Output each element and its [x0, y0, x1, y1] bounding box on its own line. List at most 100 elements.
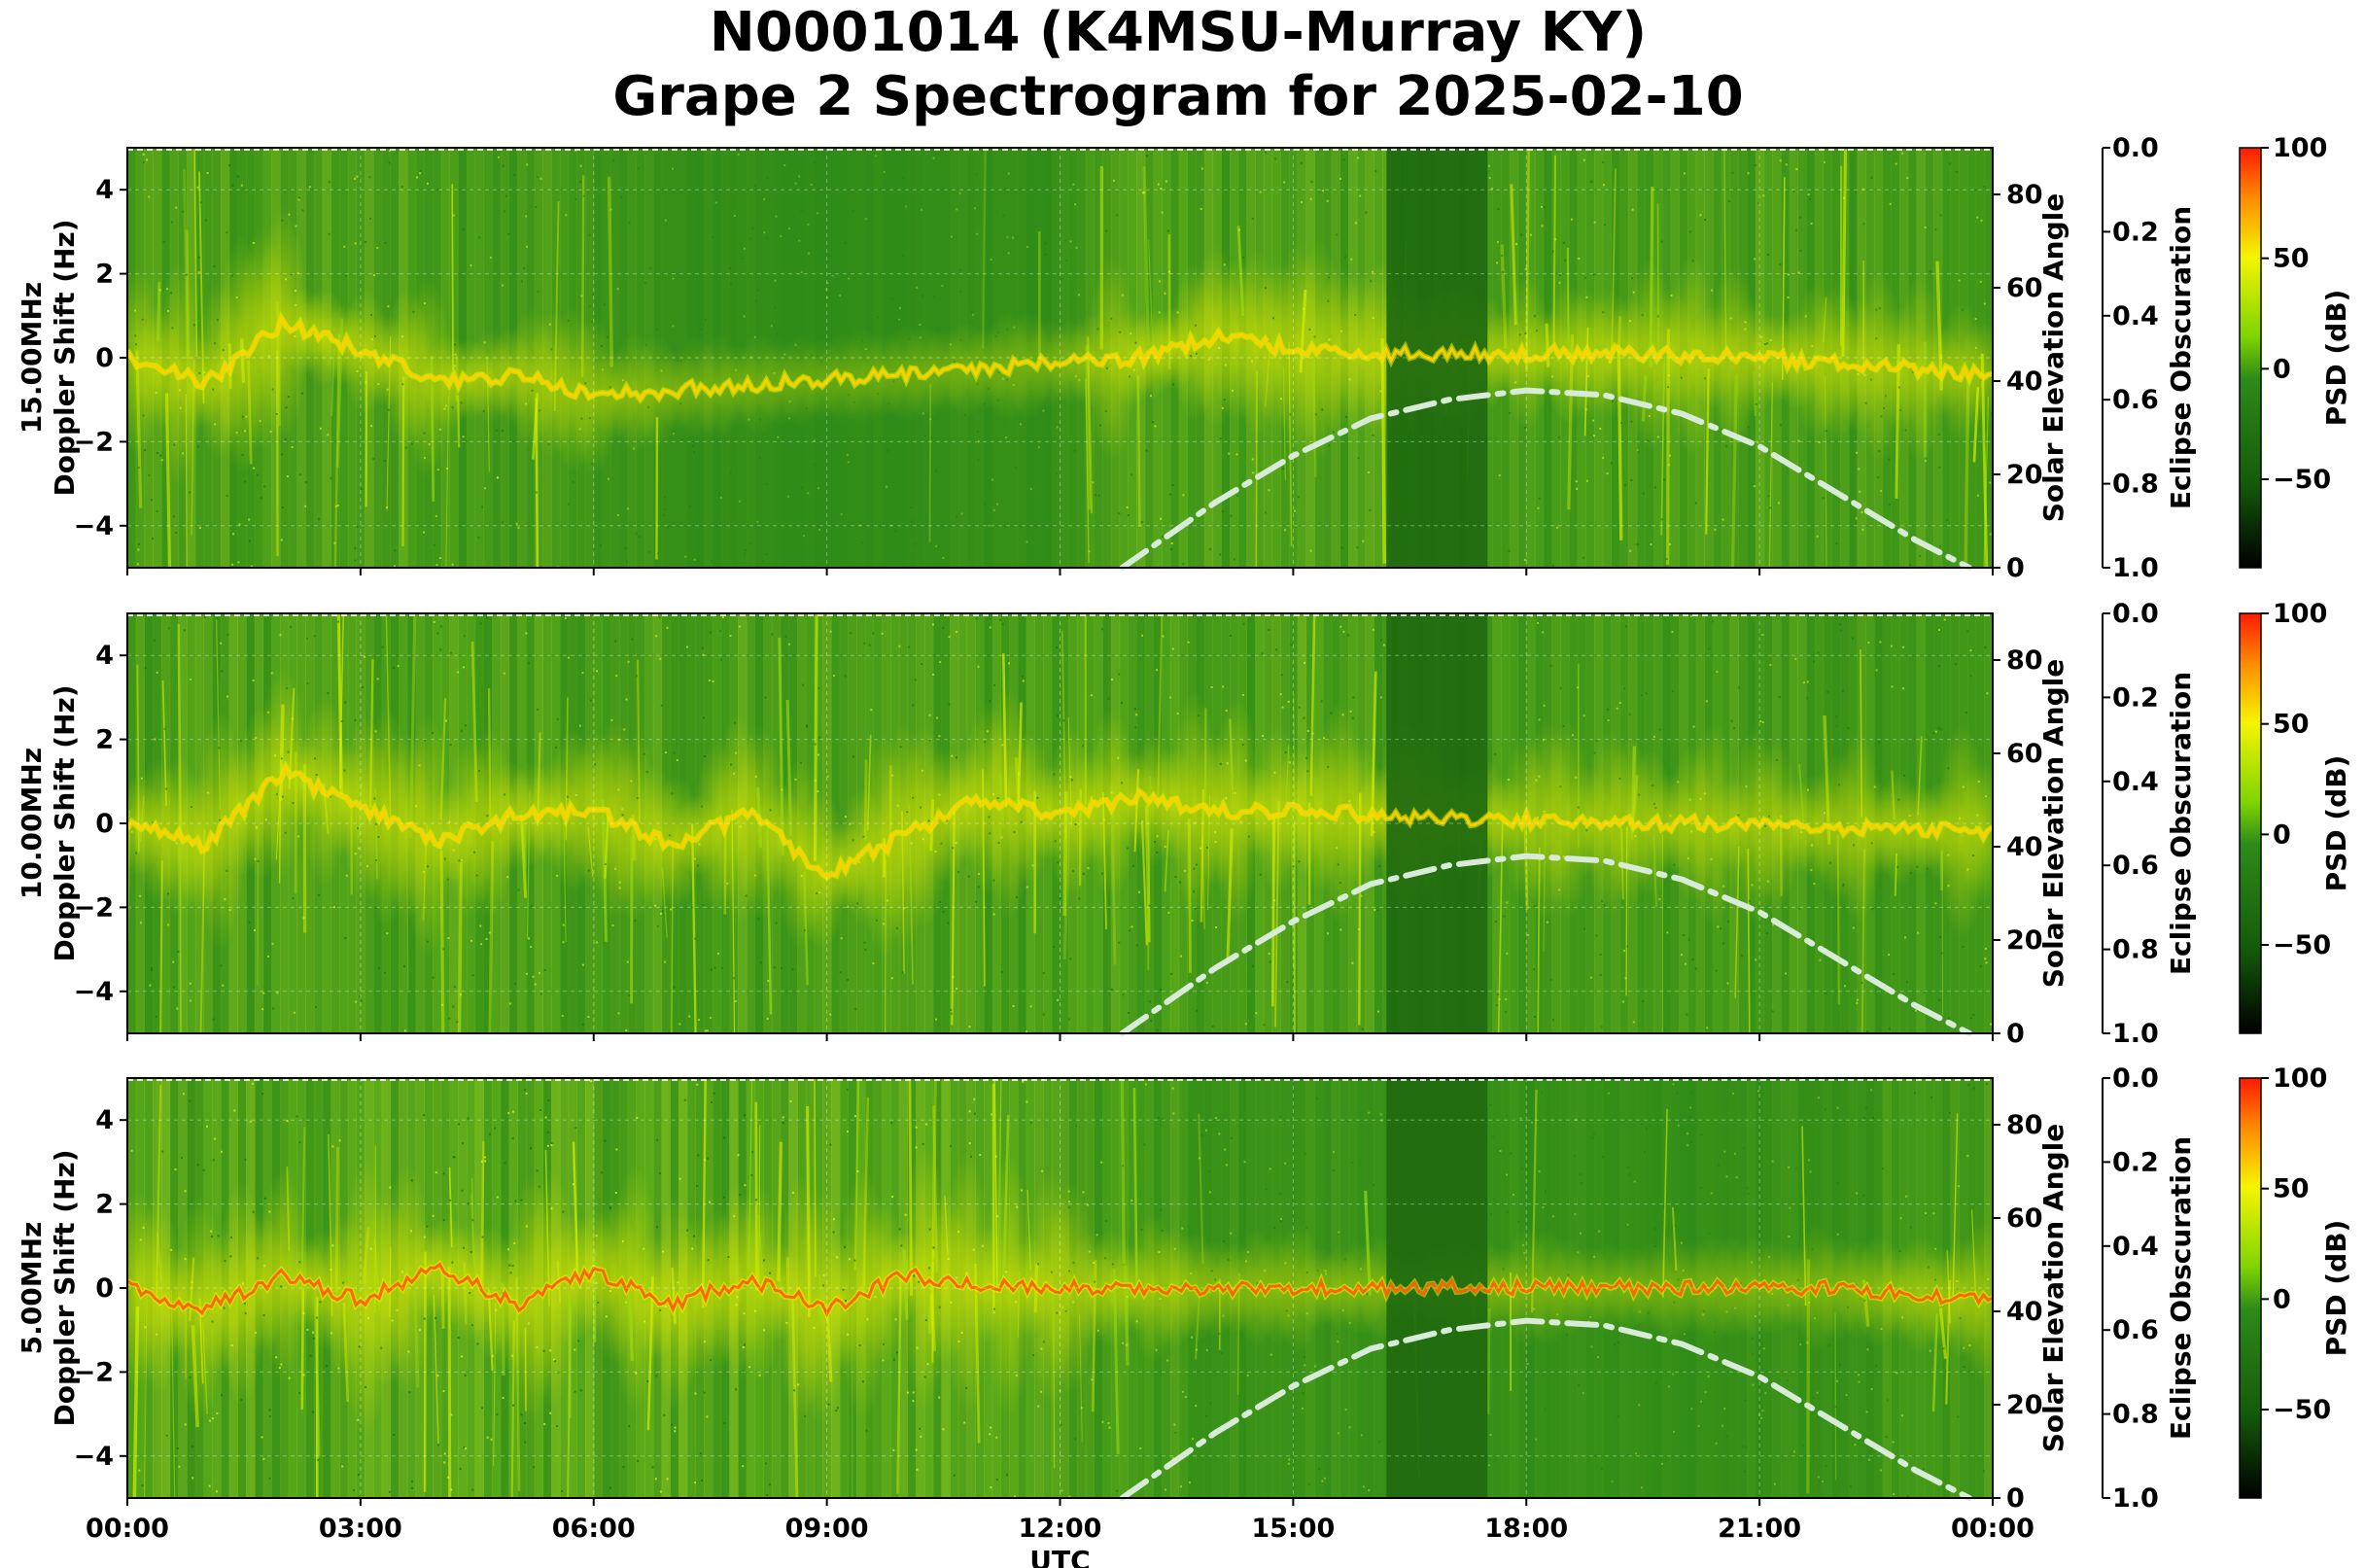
eclipse-tick-label: 1.0	[2112, 553, 2159, 583]
colorbar-tick-label: 50	[2273, 244, 2310, 274]
y-tick-label: 2	[95, 260, 114, 290]
spectrogram-texture	[127, 1078, 1993, 1498]
panel-5.00MHz: 420−2−45.00MHz Doppler Shift (Hz)02040608…	[16, 1063, 2352, 1514]
y-tick-label: −4	[74, 977, 114, 1007]
y-tick-label: −2	[74, 892, 114, 923]
solar-tick-label: 40	[2006, 366, 2043, 397]
solar-axis-label: Solar Elevation Angle	[2037, 193, 2069, 522]
solar-tick-label: 80	[2006, 645, 2043, 676]
solar-elevation-curve	[1119, 853, 1972, 1036]
solar-axis-label: Solar Elevation Angle	[2037, 659, 2069, 988]
y-axis-label-frequency: 10.00MHz	[16, 748, 48, 899]
x-tick-label: 15:00	[1251, 1514, 1335, 1544]
y-tick-label: −2	[74, 427, 114, 457]
x-tick-label: 06:00	[552, 1514, 636, 1544]
y-tick-label: 4	[95, 175, 114, 205]
eclipse-axis-label: Eclipse Obscuration	[2165, 672, 2197, 975]
y-axis-label-doppler: Doppler Shift (Hz)	[49, 1149, 81, 1426]
y-tick-label: 4	[95, 1105, 114, 1135]
eclipse-tick-label: 0.4	[2112, 1232, 2159, 1262]
x-axis-label: UTC	[1029, 1545, 1090, 1568]
colorbar-tick-label: 100	[2273, 1063, 2327, 1094]
solar-tick-label: 20	[2006, 460, 2043, 490]
colorbar	[2239, 1077, 2262, 1499]
eclipse-tick-label: 0.8	[2112, 1400, 2159, 1430]
solar-tick-label: 20	[2006, 925, 2043, 956]
eclipse-tick-label: 0.6	[2112, 851, 2159, 881]
eclipse-tick-label: 0.8	[2112, 470, 2159, 500]
eclipse-tick-label: 0.0	[2112, 133, 2159, 163]
y-tick-label: 0	[95, 1273, 114, 1304]
solar-tick-label: 40	[2006, 832, 2043, 862]
eclipse-tick-label: 0.0	[2112, 599, 2159, 629]
y-tick-label: −4	[74, 511, 114, 541]
solar-tick-label: 20	[2006, 1390, 2043, 1420]
x-tick-label: 18:00	[1484, 1514, 1568, 1544]
colorbar-tick-label: 0	[2273, 354, 2291, 384]
eclipse-tick-label: 0.2	[2112, 682, 2159, 713]
spectrogram-texture	[127, 148, 1993, 568]
colorbar-tick-label: −50	[2273, 1395, 2331, 1425]
colorbar-tick-label: 100	[2273, 133, 2327, 163]
doppler-trace	[127, 314, 1993, 402]
eclipse-tick-label: 0.2	[2112, 1147, 2159, 1177]
solar-elevation-curve	[1119, 1317, 1972, 1501]
eclipse-tick-label: 1.0	[2112, 1483, 2159, 1514]
y-tick-label: 2	[95, 1190, 114, 1220]
solar-tick-label: 80	[2006, 180, 2043, 210]
eclipse-axis-label: Eclipse Obscuration	[2165, 206, 2197, 509]
colorbar-label: PSD (dB)	[2320, 1220, 2352, 1357]
colorbar-label: PSD (dB)	[2320, 755, 2352, 892]
x-axis: 00:00 03:00 06:00 09:00 12:00 15:00 18:00 21:00…	[86, 568, 2035, 1568]
doppler-trace	[127, 1262, 1993, 1318]
colorbar-tick-label: −50	[2273, 465, 2331, 495]
panel-15.00MHz: 420−2−415.00MHz Doppler Shift (Hz)0204060…	[16, 133, 2352, 583]
x-tick-label: 00:00	[1951, 1514, 2035, 1544]
spectrogram-texture	[127, 613, 1993, 1033]
eclipse-tick-label: 0.8	[2112, 935, 2159, 965]
y-tick-label: 0	[95, 343, 114, 373]
solar-tick-label: 80	[2006, 1110, 2043, 1140]
title-line-1: N0001014 (K4MSU-Murray KY)	[710, 1, 1647, 64]
colorbar-tick-label: −50	[2273, 930, 2331, 960]
solar-tick-label: 0	[2006, 1019, 2025, 1049]
eclipse-tick-label: 0.6	[2112, 1315, 2159, 1345]
colorbar-tick-label: 0	[2273, 819, 2291, 850]
colorbar-tick-label: 50	[2273, 710, 2310, 740]
eclipse-tick-label: 1.0	[2112, 1019, 2159, 1049]
eclipse-tick-label: 0.4	[2112, 301, 2159, 331]
panel-10.00MHz: 420−2−410.00MHz Doppler Shift (Hz)0204060…	[16, 599, 2352, 1049]
title-line-2: Grape 2 Spectrogram for 2025-02-10	[612, 65, 1743, 128]
y-axis-label-doppler: Doppler Shift (Hz)	[49, 219, 81, 496]
solar-elevation-curve	[1119, 387, 1972, 571]
x-tick-label: 03:00	[319, 1514, 402, 1544]
eclipse-axis-label: Eclipse Obscuration	[2165, 1136, 2197, 1440]
solar-tick-label: 0	[2006, 553, 2025, 583]
x-tick-label: 12:00	[1019, 1514, 1102, 1544]
colorbar	[2239, 147, 2262, 569]
eclipse-tick-label: 0.2	[2112, 217, 2159, 247]
y-tick-label: 0	[95, 809, 114, 839]
solar-axis-label: Solar Elevation Angle	[2037, 1124, 2069, 1452]
colorbar-tick-label: 50	[2273, 1174, 2310, 1204]
colorbar-tick-label: 100	[2273, 599, 2327, 629]
doppler-trace	[127, 763, 1993, 880]
y-axis-label-doppler: Doppler Shift (Hz)	[49, 684, 81, 961]
eclipse-tick-label: 0.4	[2112, 767, 2159, 797]
solar-tick-label: 60	[2006, 273, 2043, 303]
x-tick-label: 09:00	[785, 1514, 869, 1544]
x-tick-label: 21:00	[1718, 1514, 1801, 1544]
panels: 420−2−415.00MHz Doppler Shift (Hz)0204060…	[16, 133, 2352, 1514]
solar-tick-label: 0	[2006, 1483, 2025, 1514]
y-axis-label-frequency: 15.00MHz	[16, 282, 48, 434]
y-tick-label: 4	[95, 641, 114, 671]
y-axis-label-frequency: 5.00MHz	[16, 1222, 48, 1355]
solar-tick-label: 60	[2006, 739, 2043, 769]
eclipse-tick-label: 0.6	[2112, 385, 2159, 415]
colorbar	[2239, 612, 2262, 1034]
colorbar-label: PSD (dB)	[2320, 290, 2352, 427]
colorbar-tick-label: 0	[2273, 1284, 2291, 1314]
x-tick-label: 00:00	[86, 1514, 169, 1544]
solar-tick-label: 60	[2006, 1203, 2043, 1234]
